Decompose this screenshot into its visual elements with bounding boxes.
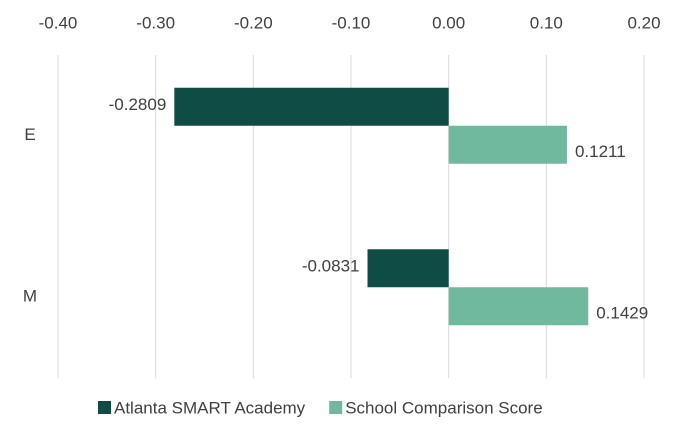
x-tick-label: 0.00	[432, 13, 465, 32]
bar	[448, 287, 589, 326]
legend-swatch	[329, 401, 343, 414]
y-tick-label: M	[23, 287, 37, 306]
legend-label: Atlanta SMART Academy	[114, 398, 306, 417]
x-tick-label: -0.30	[136, 13, 175, 32]
x-tick-label: 0.10	[530, 13, 563, 32]
bar	[448, 125, 567, 164]
x-tick-label: -0.10	[332, 13, 371, 32]
data-label: 0.1211	[575, 142, 626, 161]
y-tick-label: E	[24, 125, 35, 144]
x-tick-label: 0.20	[627, 13, 660, 32]
bar	[174, 87, 449, 126]
legend-swatch	[98, 401, 111, 414]
x-tick-label: -0.40	[39, 13, 78, 32]
data-label: -0.2809	[109, 95, 167, 114]
data-label: 0.1429	[596, 304, 648, 323]
bar	[367, 249, 449, 288]
data-label: -0.0831	[302, 257, 360, 276]
x-tick-label: -0.20	[234, 13, 273, 32]
legend-label: School Comparison Score	[345, 398, 542, 417]
